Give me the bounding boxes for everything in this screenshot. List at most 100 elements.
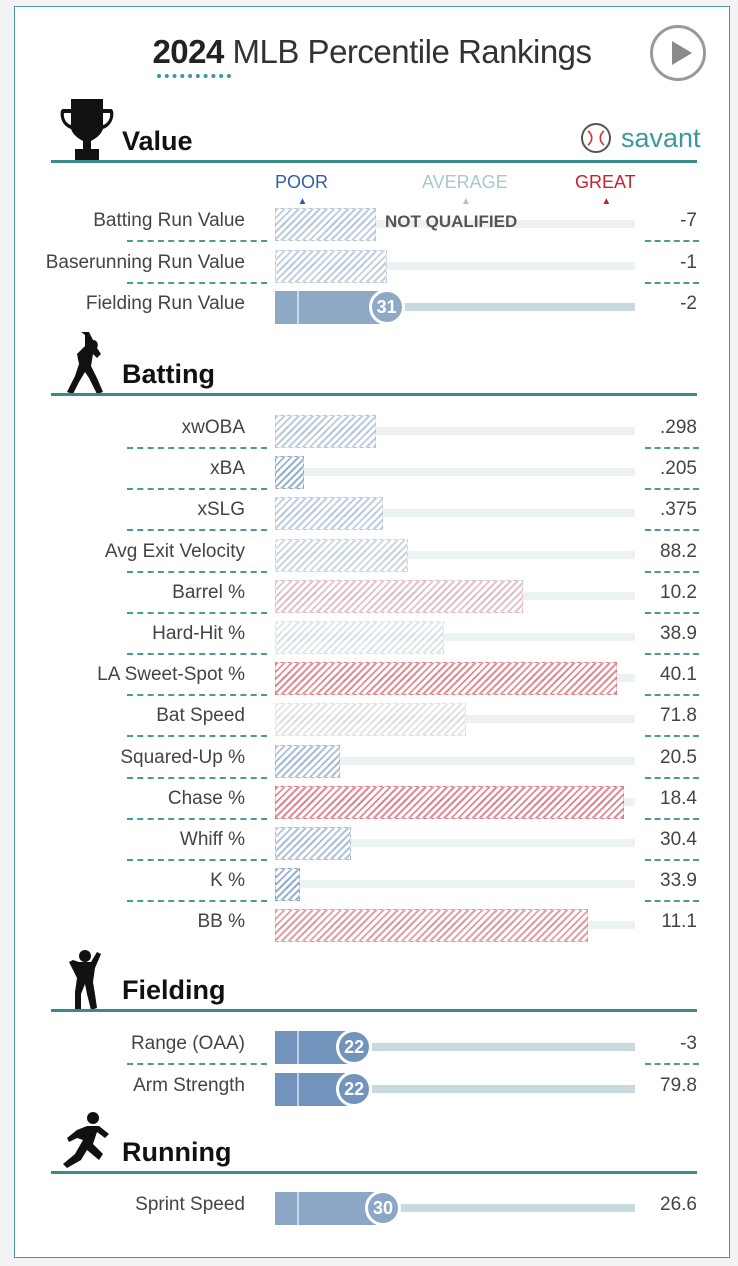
metric-row[interactable]: Hard-Hit % 38.9 (51, 617, 699, 658)
row-separator (127, 900, 267, 903)
value-separator (645, 611, 699, 614)
percentile-bar[interactable] (275, 579, 524, 613)
row-separator (127, 735, 267, 738)
value-separator (645, 1063, 699, 1065)
percentile-bar[interactable] (275, 703, 466, 737)
percentile-bar[interactable] (275, 497, 383, 531)
metric-label: Squared-Up % (120, 746, 245, 768)
value-separator (645, 570, 699, 573)
savant-text: savant (621, 123, 701, 153)
metric-value: 26.6 (660, 1194, 697, 1215)
row-separator (127, 570, 267, 573)
row-separator (127, 653, 267, 655)
scale-great-label: GREAT (575, 172, 636, 192)
metric-value: 79.8 (660, 1074, 697, 1096)
page-title: 2024 MLB Percentile Rankings (152, 33, 593, 70)
metric-value: 20.5 (660, 746, 697, 768)
metric-row[interactable]: Barrel % 10.2 (51, 576, 699, 617)
metric-value: -7 (680, 210, 697, 231)
metric-value: 71.8 (660, 705, 697, 727)
percentile-track (275, 1043, 635, 1051)
metric-row[interactable]: Squared-Up % 20.5 (51, 741, 699, 782)
trophy-icon (60, 99, 114, 161)
header: 2024 MLB Percentile Rankings (15, 33, 729, 71)
percentile-bar[interactable] (275, 208, 376, 241)
baseball-icon (581, 123, 611, 153)
metric-value: 11.1 (661, 911, 697, 933)
metric-value: -2 (680, 293, 697, 314)
percentile-bar[interactable] (275, 909, 589, 943)
metric-row[interactable]: xBA .205 (51, 452, 699, 493)
play-button[interactable] (650, 25, 706, 81)
percentile-bar[interactable] (275, 415, 376, 448)
row-separator (127, 817, 267, 820)
percentile-bar[interactable] (275, 662, 617, 696)
metric-value: 10.2 (660, 581, 697, 603)
metric-row[interactable]: BB % 11.1 (51, 905, 697, 946)
savant-logo[interactable]: savant (581, 123, 701, 157)
value-separator (645, 447, 699, 449)
metric-value: 18.4 (660, 787, 697, 809)
bar-tick (296, 1072, 299, 1106)
metric-row[interactable]: xwOBA .298 (51, 411, 699, 452)
row-separator (127, 447, 267, 449)
percentile-track (275, 509, 635, 518)
percentile-track (275, 261, 635, 270)
percentile-track (275, 427, 635, 435)
metric-value: .205 (660, 458, 697, 480)
value-separator (645, 735, 699, 738)
percentile-bar[interactable] (275, 291, 387, 324)
percentile-bar[interactable] (275, 868, 301, 902)
title-year: 2024 (152, 33, 224, 70)
percentile-bar[interactable] (275, 538, 409, 572)
not-qualified-label: NOT QUALIFIED (385, 212, 518, 231)
percentile-bar[interactable] (275, 249, 387, 283)
metric-row[interactable]: Chase % 18.4 (51, 782, 699, 823)
percentile-track (275, 839, 635, 847)
percentile-bar[interactable] (275, 621, 445, 654)
metric-row[interactable]: LA Sweet-Spot % 40.1 (51, 658, 699, 699)
value-separator (645, 488, 699, 491)
percentile-track (275, 756, 635, 765)
row-separator (127, 1063, 267, 1065)
metric-row[interactable]: Whiff % 30.4 (51, 823, 699, 864)
percentile-track (275, 880, 635, 889)
batter-icon (67, 332, 103, 394)
metric-row[interactable]: Bat Speed 71.8 (51, 699, 699, 740)
value-separator (645, 859, 699, 861)
metric-row[interactable]: Sprint Speed 30 26.6 (51, 1188, 697, 1229)
section-fielding-label: Fielding (122, 975, 226, 1005)
metric-row[interactable]: Range (OAA) 22 -3 (51, 1027, 699, 1068)
percentile-track (275, 220, 635, 228)
value-separator (645, 776, 699, 779)
percentile-bar[interactable] (275, 785, 625, 819)
scale-average: AVERAGE ▲ (422, 172, 508, 207)
metric-value: .375 (660, 499, 697, 521)
section-rule (51, 1171, 697, 1174)
metric-label: Arm Strength (133, 1074, 245, 1096)
metric-value: .298 (660, 417, 697, 438)
metric-row[interactable]: Baserunning Run Value -1 (46, 246, 699, 287)
metric-row[interactable]: K % 33.9 (51, 864, 699, 905)
metric-row[interactable]: Arm Strength 22 79.8 (51, 1069, 697, 1110)
metric-label: Hard-Hit % (152, 623, 245, 644)
title-underline (157, 74, 231, 78)
row-separator (127, 611, 267, 614)
metric-label: K % (210, 870, 245, 892)
percentile-track (275, 633, 635, 641)
metric-row[interactable]: Fielding Run Value 31 -2 (51, 287, 697, 328)
metric-row[interactable]: Batting Run Value NOT QUALIFIED -7 (51, 204, 699, 245)
percentile-bar[interactable] (275, 744, 340, 778)
metric-row[interactable]: Avg Exit Velocity 88.2 (51, 535, 699, 576)
scale-great: GREAT ▲ (575, 172, 636, 207)
percentile-track (275, 550, 635, 559)
metric-label: Range (OAA) (130, 1033, 245, 1054)
metric-label: Whiff % (179, 829, 245, 850)
metric-label: Batting Run Value (93, 210, 245, 231)
percentile-bar[interactable] (275, 456, 304, 490)
metric-row[interactable]: xSLG .375 (51, 493, 699, 534)
title-text: MLB Percentile Rankings (232, 33, 593, 70)
percentile-bar[interactable] (275, 827, 351, 860)
section-value-header: Value savant (51, 99, 701, 163)
metric-label: Avg Exit Velocity (104, 540, 245, 562)
